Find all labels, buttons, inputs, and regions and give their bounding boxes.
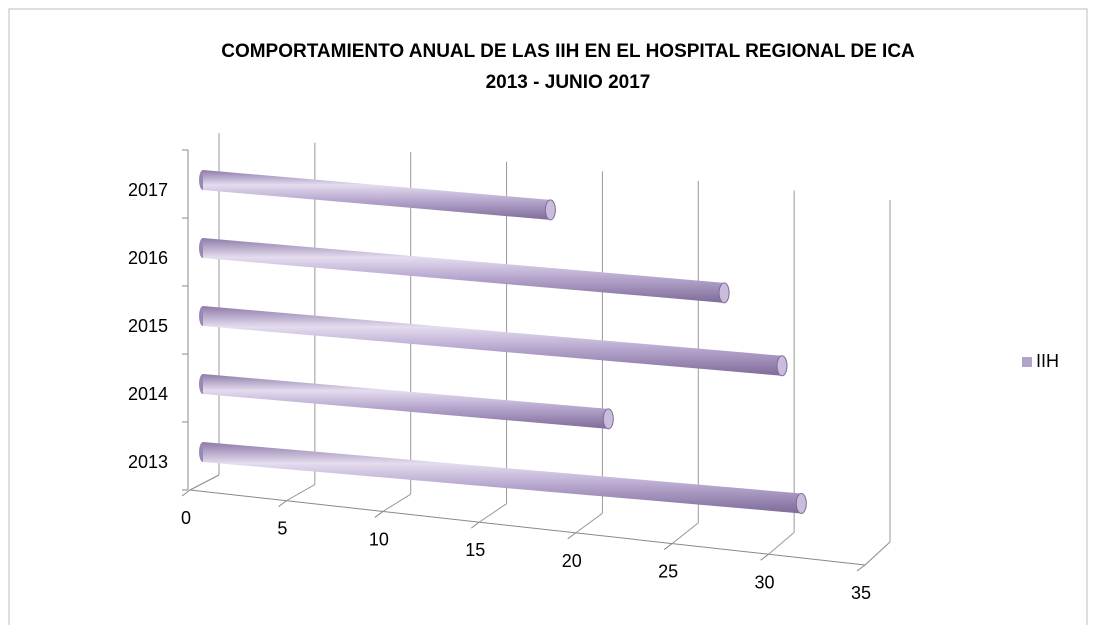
y-tick-label: 2014 (128, 384, 168, 404)
bar (203, 442, 802, 514)
x-tick (760, 553, 769, 561)
grid-line (286, 484, 316, 502)
grid-line (768, 532, 795, 555)
bar-cap (776, 355, 788, 377)
bar (203, 374, 609, 429)
y-tick-label: 2016 (128, 248, 168, 268)
x-tick (470, 521, 480, 529)
x-tick (856, 564, 866, 572)
bar-cap (718, 282, 730, 304)
y-tick-label: 2015 (128, 316, 168, 336)
x-tick (567, 532, 577, 540)
legend-swatch (1022, 357, 1032, 367)
bar (203, 238, 725, 303)
legend-label: IIH (1036, 351, 1059, 371)
y-tick-label: 2017 (128, 180, 168, 200)
grid-line (575, 512, 603, 534)
x-tick (663, 543, 673, 550)
grid-line (382, 493, 411, 512)
grid-line (671, 522, 699, 544)
bar-cap (602, 408, 614, 430)
x-tick-label: 0 (181, 508, 191, 528)
chart-title: COMPORTAMIENTO ANUAL DE LAS IIH EN EL HO… (221, 41, 915, 62)
x-tick (374, 511, 384, 518)
bar (203, 306, 782, 376)
y-tick-label: 2013 (128, 452, 168, 472)
x-axis (189, 489, 866, 566)
x-tick-label: 30 (755, 572, 775, 592)
x-tick-label: 35 (851, 583, 871, 603)
grid-line (864, 541, 891, 566)
bar-cap (544, 199, 556, 221)
x-tick (278, 500, 287, 508)
x-tick (181, 489, 191, 497)
grid-line (189, 474, 220, 491)
grid-line (479, 503, 507, 523)
bar-cap (795, 492, 807, 514)
chart-border (8, 8, 1088, 630)
x-tick-label: 25 (658, 562, 678, 582)
chart-subtitle: 2013 - JUNIO 2017 (486, 72, 651, 93)
x-tick-label: 15 (465, 540, 485, 560)
x-tick-label: 20 (562, 551, 582, 571)
bar (203, 170, 551, 220)
x-tick-label: 10 (369, 529, 389, 549)
x-tick-label: 5 (277, 519, 287, 539)
